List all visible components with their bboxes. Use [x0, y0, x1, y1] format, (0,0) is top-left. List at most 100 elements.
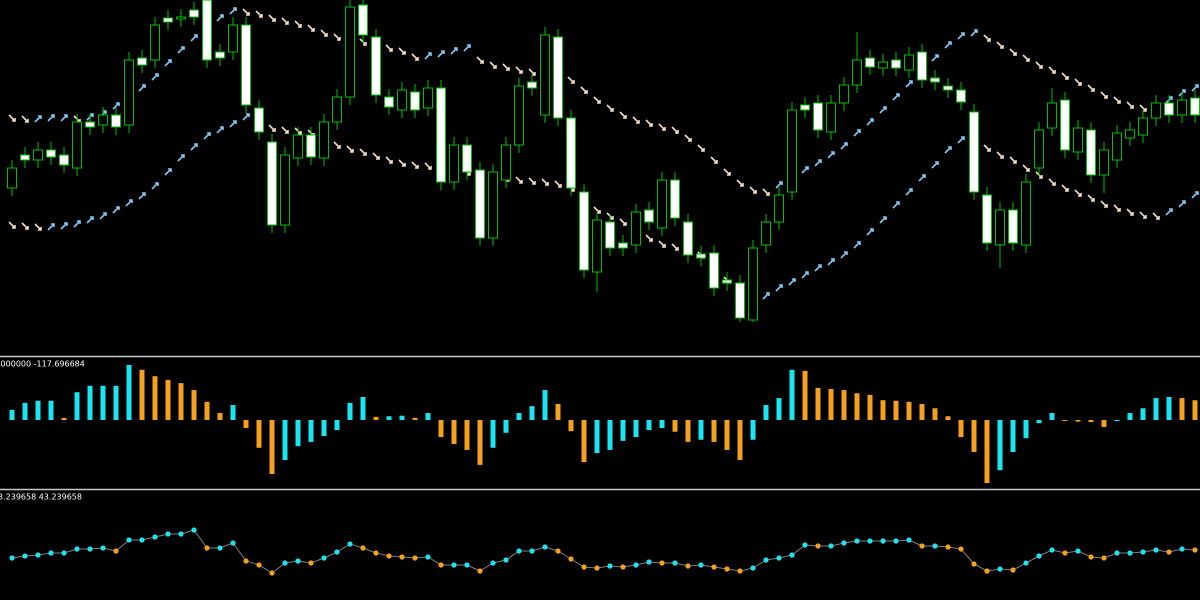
candle-body-down	[735, 282, 745, 319]
falling-arrow	[684, 134, 692, 142]
candle-body-up	[72, 121, 82, 169]
rising-arrow	[879, 106, 887, 114]
histogram-bar	[776, 398, 782, 420]
histogram-bar	[1010, 419, 1016, 453]
histogram-bar	[984, 419, 990, 484]
indicator-dot	[828, 543, 834, 549]
falling-arrow	[372, 152, 380, 160]
rising-arrow	[1178, 200, 1186, 208]
indicator-dot	[971, 561, 977, 567]
indicator-dot	[87, 546, 93, 552]
histogram-bar	[256, 419, 262, 448]
falling-arrow	[996, 151, 1004, 159]
rising-arrow	[177, 154, 185, 162]
rising-arrow	[840, 142, 848, 150]
rising-arrow	[840, 251, 848, 259]
histogram-bar	[828, 388, 834, 420]
indicator-dot	[945, 544, 951, 550]
rising-arrow	[827, 151, 835, 159]
histogram-bar	[139, 369, 145, 420]
histogram-bar	[672, 419, 678, 432]
candle-body-down	[1086, 129, 1096, 176]
falling-arrow	[762, 188, 770, 196]
rising-arrow	[47, 223, 55, 231]
candle-body-down	[410, 91, 420, 111]
rising-arrow	[138, 192, 146, 200]
indicator-dot	[230, 540, 236, 546]
candle-body-down	[1008, 209, 1018, 244]
indicator-dot	[906, 537, 912, 543]
indicator-dot	[61, 550, 67, 556]
indicator-dot	[1023, 560, 1029, 566]
histogram-bar	[1062, 419, 1068, 422]
falling-arrow	[1022, 54, 1030, 62]
rising-arrow	[450, 47, 458, 55]
falling-arrow	[671, 126, 679, 134]
histogram-bar	[74, 392, 80, 420]
falling-arrow	[398, 47, 406, 55]
falling-arrow	[645, 119, 653, 127]
falling-arrow	[723, 168, 731, 176]
rising-arrow	[944, 146, 952, 154]
histogram-bar	[178, 383, 184, 420]
falling-arrow	[281, 17, 289, 25]
indicator-dot	[841, 540, 847, 546]
indicator-dot	[334, 549, 340, 555]
histogram-bar	[22, 402, 28, 420]
rising-arrow	[827, 258, 835, 266]
candle-body-down	[46, 149, 56, 158]
histogram-bar	[191, 390, 197, 420]
indicator-dot	[997, 566, 1003, 572]
falling-arrow	[606, 104, 614, 112]
rising-arrow	[164, 168, 172, 176]
falling-arrow	[1061, 72, 1069, 80]
indicator-dot	[607, 563, 613, 569]
histogram-bar	[321, 419, 327, 437]
indicator-dot	[347, 541, 353, 547]
candle-body-up	[319, 121, 329, 159]
indicator-dot	[74, 546, 80, 552]
indicator-dot	[659, 560, 665, 566]
candle-body-up	[826, 102, 836, 133]
histogram-bar	[152, 376, 158, 420]
rising-arrow	[931, 161, 939, 169]
candle-body-down	[579, 191, 589, 271]
falling-arrow	[1009, 48, 1017, 56]
candle-body-up	[501, 144, 511, 181]
indicator-dot	[178, 531, 184, 537]
candle-body-up	[1138, 117, 1148, 136]
falling-arrow	[515, 66, 523, 74]
falling-arrow	[710, 156, 718, 164]
falling-arrow	[528, 177, 536, 185]
indicator-dot	[516, 548, 522, 554]
indicator-dot	[1049, 547, 1055, 553]
candle-body-down	[917, 51, 927, 81]
rising-arrow	[463, 44, 471, 52]
histogram-bar	[217, 413, 223, 420]
indicator-dot	[308, 560, 314, 566]
rising-arrow	[866, 118, 874, 126]
indicator-dot	[1179, 546, 1185, 552]
rising-arrow	[34, 115, 42, 123]
histogram-bar	[373, 416, 379, 420]
falling-arrow	[346, 145, 354, 153]
histogram-bar	[542, 390, 548, 420]
candle-body-up	[514, 85, 524, 146]
rising-arrow	[86, 216, 94, 224]
candle-body-down	[865, 57, 875, 68]
histogram-bar	[490, 419, 496, 448]
falling-arrow	[333, 33, 341, 41]
falling-arrow	[1074, 189, 1082, 197]
falling-arrow	[1126, 101, 1134, 109]
indicator-dot	[1075, 548, 1081, 554]
indicator-dot	[425, 554, 431, 560]
rising-arrow	[216, 14, 224, 22]
candle-body-down	[956, 89, 966, 103]
falling-arrow	[658, 123, 666, 131]
candle-body-down	[553, 36, 563, 119]
candle-body-down	[384, 96, 394, 108]
indicator-dot	[620, 564, 626, 570]
candle-body-down	[20, 154, 30, 161]
candle-body-down	[436, 87, 446, 183]
